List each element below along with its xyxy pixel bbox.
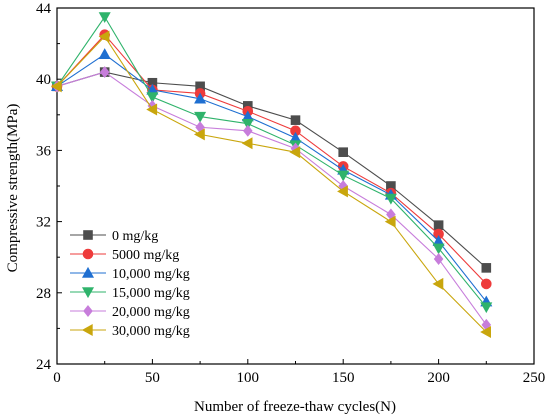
data-point-10-000-mg-kg <box>98 48 111 59</box>
series-line-15-000-mg-kg <box>56 15 487 308</box>
y-tick-label: 40 <box>36 72 51 88</box>
data-point-0-mg-kg <box>338 147 349 157</box>
data-point-15-000-mg-kg <box>432 243 445 255</box>
legend-label: 10,000 mg/kg <box>112 267 190 282</box>
data-point-20-000-mg-kg <box>99 66 110 79</box>
data-point-15-000-mg-kg <box>146 92 159 104</box>
legend-item-15-000-mg-kg: 15,000 mg/kg <box>70 286 190 301</box>
data-point-15-000-mg-kg <box>98 12 111 24</box>
legend-item-5000-mg-kg: 5000 mg/kg <box>70 248 179 263</box>
series-line-30-000-mg-kg <box>56 35 487 333</box>
x-tick-label: 100 <box>237 370 260 386</box>
legend-marker <box>81 266 95 278</box>
ticks-group: 0 50 100 150 200 250 24 28 32 36 40 44 <box>36 1 545 386</box>
series-15-000-mg-kg <box>50 12 493 314</box>
x-tick-label: 200 <box>427 370 450 386</box>
series-line-20-000-mg-kg <box>56 71 487 326</box>
x-tick-label: 150 <box>332 370 355 386</box>
y-tick-label: 32 <box>36 215 51 231</box>
y-tick-label: 36 <box>36 143 52 159</box>
data-point-30-000-mg-kg <box>289 146 301 159</box>
data-point-30-000-mg-kg <box>337 185 348 198</box>
data-point-15-000-mg-kg <box>480 302 493 314</box>
legend-label: 5000 mg/kg <box>112 248 179 263</box>
legend-marker <box>83 230 93 240</box>
x-axis-title: Number of freeze-thaw cycles(N) <box>194 399 396 415</box>
legend-item-10-000-mg-kg: 10,000 mg/kg <box>70 266 190 282</box>
data-point-30-000-mg-kg <box>146 103 158 116</box>
x-tick-label: 0 <box>53 370 61 386</box>
data-point-20-000-mg-kg <box>433 252 444 265</box>
data-point-10-000-mg-kg <box>194 92 207 104</box>
data-point-15-000-mg-kg <box>337 170 350 182</box>
legend-marker <box>81 323 93 337</box>
data-point-30-000-mg-kg <box>98 30 110 43</box>
series-30-000-mg-kg <box>50 30 492 338</box>
y-tick-label: 44 <box>36 1 52 17</box>
legend-marker <box>83 305 93 317</box>
data-point-30-000-mg-kg <box>432 277 444 290</box>
data-point-0-mg-kg <box>481 263 492 273</box>
x-tick-label: 50 <box>145 370 160 386</box>
data-point-5000-mg-kg <box>480 278 492 290</box>
legend-label: 0 mg/kg <box>112 229 158 244</box>
data-point-15-000-mg-kg <box>194 111 207 123</box>
series-line-10-000-mg-kg <box>56 53 487 303</box>
legend: 0 mg/kg 5000 mg/kg 10,000 mg/kg 15,000 mg/k… <box>70 229 190 339</box>
y-tick-label: 24 <box>36 357 52 373</box>
legend-item-0-mg-kg: 0 mg/kg <box>70 229 158 244</box>
data-point-20-000-mg-kg <box>243 124 253 137</box>
data-point-0-mg-kg <box>433 220 444 230</box>
series-line-5000-mg-kg <box>56 33 487 285</box>
data-point-0-mg-kg <box>290 115 301 125</box>
legend-item-30-000-mg-kg: 30,000 mg/kg <box>70 323 190 339</box>
legend-marker <box>82 248 94 260</box>
x-tick-label: 250 <box>523 370 546 386</box>
legend-label: 30,000 mg/kg <box>112 324 190 339</box>
data-point-30-000-mg-kg <box>480 325 492 338</box>
y-axis-title: Compressive strength(MPa) <box>5 104 21 273</box>
legend-item-20-000-mg-kg: 20,000 mg/kg <box>70 305 190 320</box>
series-line-0-mg-kg <box>56 71 487 269</box>
legend-label: 15,000 mg/kg <box>112 286 190 301</box>
legend-label: 20,000 mg/kg <box>112 305 190 320</box>
data-point-30-000-mg-kg <box>241 137 253 150</box>
y-tick-label: 28 <box>36 286 51 302</box>
data-point-30-000-mg-kg <box>50 80 62 93</box>
data-point-15-000-mg-kg <box>384 193 397 205</box>
data-point-30-000-mg-kg <box>384 215 396 228</box>
data-point-15-000-mg-kg <box>241 119 254 130</box>
legend-marker <box>81 287 95 299</box>
series-group <box>50 12 493 338</box>
data-point-30-000-mg-kg <box>193 128 205 141</box>
